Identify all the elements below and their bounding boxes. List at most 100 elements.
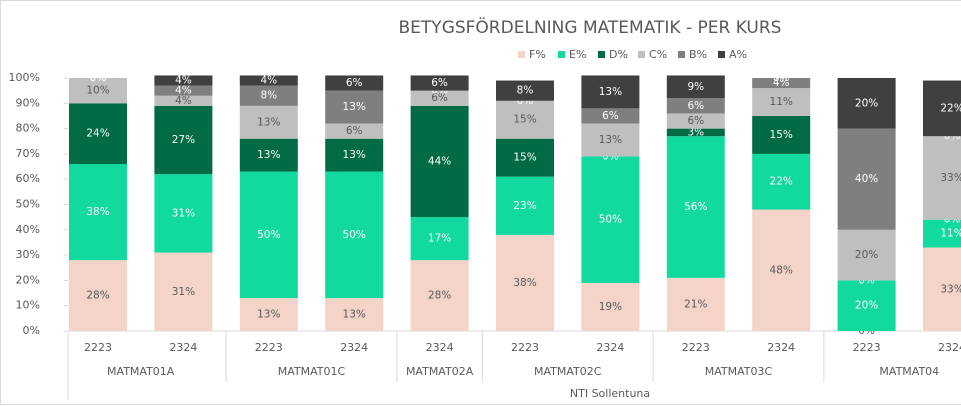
value-label: 38% <box>513 277 536 289</box>
bar-segment <box>239 138 298 172</box>
value-label: 15% <box>513 152 536 164</box>
value-label: 11% <box>940 228 961 240</box>
value-label: 13% <box>343 309 366 321</box>
y-tick-label: 50% <box>16 198 40 211</box>
y-tick-label: 10% <box>16 299 40 312</box>
group-label: MATMAT02A <box>406 365 474 378</box>
value-label: 21% <box>684 298 707 310</box>
bar-segment <box>239 171 298 299</box>
value-label: 27% <box>172 134 195 146</box>
value-label: 20% <box>855 249 878 261</box>
value-label: 20% <box>855 300 878 312</box>
bar-segment <box>410 105 469 218</box>
bar-segment <box>581 156 640 283</box>
bar-segment <box>325 298 384 331</box>
bar-segment <box>496 138 554 177</box>
legend-label: A% <box>729 48 747 61</box>
legend-swatch <box>718 51 725 58</box>
value-label: 10% <box>86 85 109 97</box>
value-label: 4% <box>773 77 790 89</box>
bar-segment <box>837 128 896 230</box>
bar-segment <box>666 128 725 137</box>
bar-segment <box>154 95 213 106</box>
value-label: 9% <box>687 81 704 93</box>
bar-segment <box>154 75 213 86</box>
value-label: 13% <box>599 86 622 98</box>
value-label: 28% <box>428 290 451 302</box>
value-label: 17% <box>428 233 451 245</box>
bar-segment <box>923 136 961 220</box>
bar-segment <box>69 78 127 104</box>
legend-swatch <box>638 51 645 58</box>
bar-segment <box>666 75 725 99</box>
bar-segment <box>69 103 127 165</box>
legend-label: D% <box>609 48 628 61</box>
value-label: 31% <box>172 207 195 219</box>
bar-segment <box>239 85 298 106</box>
value-label: 6% <box>687 115 704 127</box>
y-tick-label: 40% <box>16 223 40 236</box>
bar-segment <box>410 75 469 91</box>
x-tick-label: 2223 <box>511 341 539 354</box>
value-label: 13% <box>343 101 366 113</box>
value-label: 22% <box>940 102 961 114</box>
value-label: 50% <box>599 214 622 226</box>
value-label: 31% <box>172 286 195 298</box>
bar-segment <box>239 75 298 86</box>
bar-segment <box>666 277 725 331</box>
bar-segment <box>69 164 127 261</box>
legend-swatch <box>518 51 525 58</box>
value-label: 23% <box>513 200 536 212</box>
x-tick-label: 2324 <box>767 341 795 354</box>
group-label: MATMAT03C <box>705 365 773 378</box>
bar-segment <box>752 209 811 331</box>
value-label: 6% <box>602 110 619 122</box>
value-label: 33% <box>940 283 961 295</box>
value-label: 4% <box>175 85 192 97</box>
bar-segment <box>666 136 725 278</box>
x-tick-label: 2324 <box>426 341 454 354</box>
value-label: 0% <box>90 72 107 84</box>
value-label: 4% <box>260 75 277 87</box>
value-label: 6% <box>431 77 448 89</box>
y-tick-label: 30% <box>16 248 40 261</box>
value-label: 11% <box>770 96 793 108</box>
bar-segment <box>325 171 384 299</box>
y-tick-label: 80% <box>16 122 40 135</box>
bar-segment <box>496 176 554 235</box>
legend-swatch <box>558 51 565 58</box>
bar-segment <box>239 298 298 331</box>
bar-segment <box>325 75 384 91</box>
y-tick-label: 60% <box>16 172 40 185</box>
value-label: 44% <box>428 155 451 167</box>
bar-segment <box>154 252 213 331</box>
legend-label: E% <box>569 48 586 61</box>
value-label: 22% <box>770 176 793 188</box>
value-label: 56% <box>684 201 707 213</box>
value-label: 38% <box>86 206 109 218</box>
bar-segment <box>239 105 298 139</box>
bar-segment <box>752 153 811 210</box>
bar-segment <box>496 80 554 101</box>
x-tick-label: 2324 <box>596 341 624 354</box>
y-tick-label: 100% <box>9 71 40 84</box>
bar-segment <box>410 260 469 331</box>
value-label: 15% <box>513 114 536 126</box>
bar-segment <box>154 85 213 96</box>
x-tick-label: 2223 <box>682 341 710 354</box>
legend-swatch <box>598 51 605 58</box>
bar-segment <box>581 282 640 331</box>
value-label: 50% <box>343 229 366 241</box>
bar-segment <box>325 123 384 139</box>
value-label: 6% <box>346 125 363 137</box>
bar-segment <box>923 247 961 331</box>
value-label: 19% <box>599 301 622 313</box>
bar-segment <box>666 113 725 129</box>
chart-title: BETYGSFÖRDELNING MATEMATIK - PER KURS <box>399 16 782 38</box>
value-label: 13% <box>257 116 280 128</box>
value-label: 6% <box>431 92 448 104</box>
bar-segment <box>410 90 469 106</box>
bar-segment <box>837 280 896 331</box>
value-label: 4% <box>175 75 192 87</box>
